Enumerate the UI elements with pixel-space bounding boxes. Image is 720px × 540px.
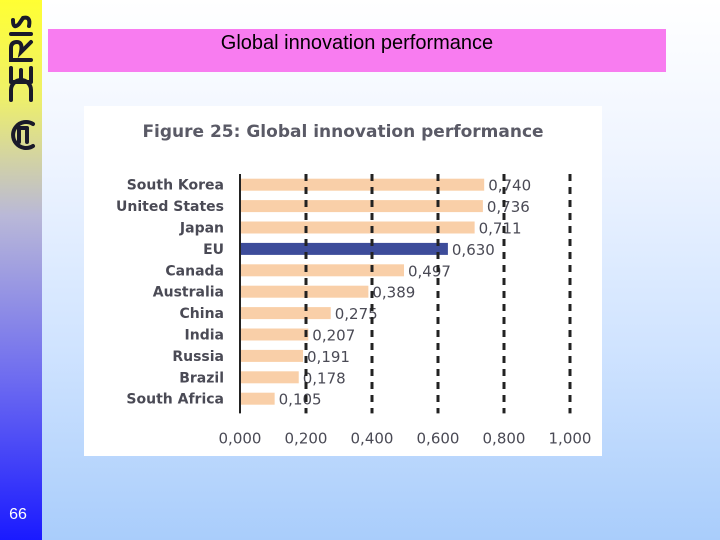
bar-china [240, 307, 331, 320]
category-label: Russia [172, 349, 224, 365]
bar-australia [240, 285, 369, 298]
x-tick-label: 0,400 [351, 429, 394, 447]
category-label: China [180, 306, 224, 322]
figure-panel: Figure 25: Global innovation performance… [84, 106, 602, 456]
bar-russia [240, 349, 304, 362]
bar-brazil [240, 371, 299, 384]
bar-canada [240, 264, 405, 277]
category-label: South Africa [126, 392, 224, 408]
data-label: 0,736 [487, 198, 530, 216]
category-label: South Korea [127, 178, 224, 194]
data-label: 0,740 [488, 177, 531, 195]
title-band: Global innovation performance [48, 29, 666, 72]
slide-title: Global innovation performance [220, 32, 494, 54]
sidebar: 66 [0, 0, 42, 540]
bar-south-africa [240, 392, 275, 405]
data-label: 0,630 [452, 241, 495, 259]
data-label: 0,497 [408, 262, 451, 280]
category-label: EU [203, 242, 224, 258]
page-number: 66 [9, 506, 27, 523]
data-label: 0,178 [303, 369, 346, 387]
x-tick-label: 0,200 [285, 429, 328, 447]
x-tick-label: 0,800 [483, 429, 526, 447]
bar-japan [240, 221, 475, 234]
x-tick-label: 1,000 [549, 429, 592, 447]
category-label: United States [116, 199, 224, 215]
category-label: India [185, 328, 224, 344]
bar-united-states [240, 200, 483, 213]
data-label: 0,191 [307, 348, 350, 366]
bar-chart: South Korea 0,740 United States 0,736 Japan 0… [116, 174, 592, 447]
category-label: Brazil [179, 370, 224, 386]
data-label: 0,275 [335, 305, 378, 323]
data-label: 0,105 [279, 391, 322, 409]
category-label: Japan [179, 221, 224, 237]
bar-india [240, 328, 309, 341]
category-label: Australia [153, 285, 224, 301]
data-label: 0,389 [372, 284, 415, 302]
data-label: 0,711 [479, 220, 522, 238]
category-label: Canada [165, 263, 224, 279]
bar-south-korea [240, 178, 485, 191]
bar-eu [240, 242, 448, 255]
x-tick-label: 0,000 [219, 429, 262, 447]
chart-title: Figure 25: Global innovation performance [142, 122, 544, 142]
data-label: 0,207 [312, 327, 355, 345]
ceris-logo [9, 15, 35, 150]
x-tick-label: 0,600 [417, 429, 460, 447]
